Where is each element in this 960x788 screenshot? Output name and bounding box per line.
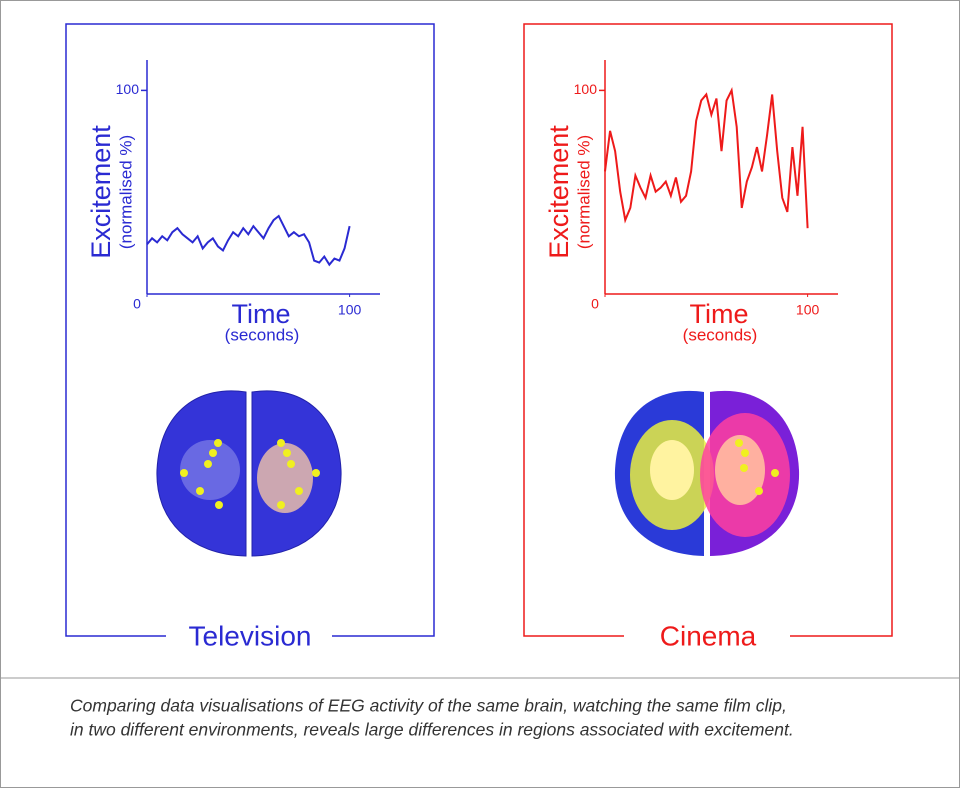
x-tick-label: 100 <box>796 302 820 318</box>
data-line <box>146 214 351 267</box>
y-axis-label: Excitement <box>544 125 574 259</box>
panel-title: Cinema <box>660 620 757 651</box>
y-axis-sublabel: (normalised %) <box>116 135 135 249</box>
x-tick-label: 0 <box>133 296 141 312</box>
panel-title: Television <box>189 620 312 651</box>
panel-border <box>65 23 435 637</box>
panel-border <box>523 23 893 637</box>
x-axis-sublabel: (seconds) <box>683 325 758 344</box>
x-axis-label: Time <box>690 299 749 329</box>
caption-line: Comparing data visualisations of EEG act… <box>70 696 787 716</box>
y-axis-label: Excitement <box>86 125 116 259</box>
brain-television <box>156 390 342 557</box>
y-axis-sublabel: (normalised %) <box>574 135 593 249</box>
caption-line: in two different environments, reveals l… <box>70 720 794 740</box>
x-axis-sublabel: (seconds) <box>225 325 300 344</box>
x-tick-label: 0 <box>591 296 599 312</box>
y-tick-label: 100 <box>574 81 598 97</box>
brain-cinema <box>614 390 800 556</box>
y-tick-label: 100 <box>116 81 140 97</box>
x-tick-label: 100 <box>338 302 362 318</box>
data-line <box>604 87 809 229</box>
x-axis-label: Time <box>232 299 291 329</box>
